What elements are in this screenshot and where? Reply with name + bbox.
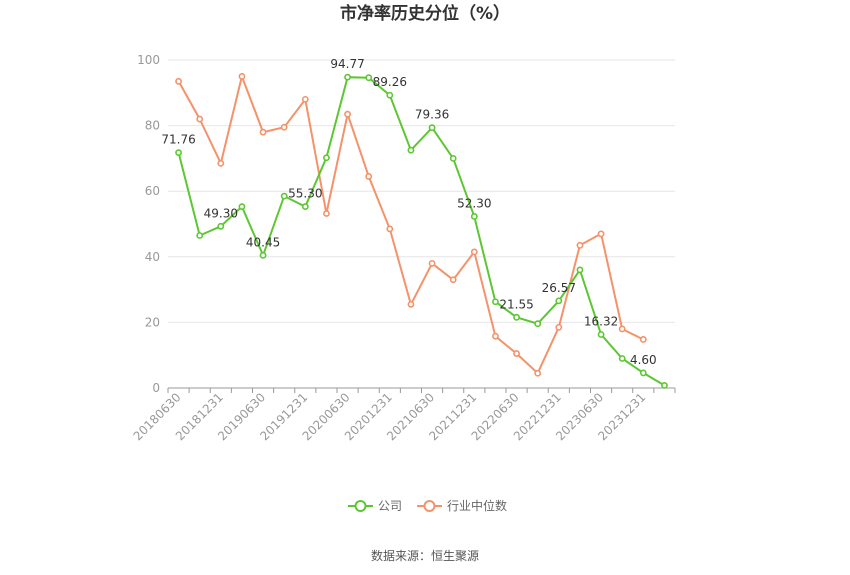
legend-label: 行业中位数 xyxy=(447,498,507,513)
y-axis: 0 20 40 60 80 100 xyxy=(137,53,160,395)
source-note: 数据来源：恒生聚源 xyxy=(371,548,479,563)
data-point[interactable] xyxy=(238,73,246,80)
data-point[interactable] xyxy=(492,332,499,340)
data-point[interactable] xyxy=(449,154,457,162)
data-label: 16.32 xyxy=(584,314,618,328)
data-point[interactable] xyxy=(597,230,605,238)
data-point[interactable] xyxy=(513,350,520,357)
y-tick-label: 40 xyxy=(145,250,160,264)
data-point[interactable] xyxy=(470,213,478,220)
data-point[interactable] xyxy=(301,203,309,211)
data-point[interactable] xyxy=(323,154,330,162)
data-point[interactable] xyxy=(534,320,542,328)
data-point[interactable] xyxy=(470,248,478,256)
chart-title: 市净率历史分位（%） xyxy=(340,3,510,24)
data-point[interactable] xyxy=(196,115,204,123)
y-tick-label: 100 xyxy=(137,53,160,67)
series-layer xyxy=(175,73,668,389)
data-point[interactable] xyxy=(407,146,415,154)
data-point[interactable] xyxy=(618,325,626,333)
data-point[interactable] xyxy=(576,266,584,274)
data-label: 55.30 xyxy=(288,187,322,201)
data-point[interactable] xyxy=(661,381,668,389)
data-point[interactable] xyxy=(280,192,288,200)
data-point[interactable] xyxy=(196,232,204,239)
data-point[interactable] xyxy=(534,369,542,377)
data-label: 71.76 xyxy=(161,133,195,147)
data-label: 79.36 xyxy=(415,108,449,122)
legend-marker xyxy=(354,500,367,512)
data-point[interactable] xyxy=(555,297,563,305)
x-axis: 2018063020181231201906302019123120200630… xyxy=(131,388,676,443)
data-point[interactable] xyxy=(238,203,246,211)
data-label: 49.30 xyxy=(204,206,238,220)
data-point[interactable] xyxy=(365,74,373,82)
data-point[interactable] xyxy=(492,298,499,306)
data-point[interactable] xyxy=(323,210,330,217)
data-point[interactable] xyxy=(597,331,605,338)
data-point[interactable] xyxy=(428,124,436,132)
data-point[interactable] xyxy=(280,123,288,131)
legend[interactable]: 公司 行业中位数 xyxy=(348,498,507,513)
data-point[interactable] xyxy=(555,323,563,331)
y-tick-label: 80 xyxy=(145,119,160,133)
data-point[interactable] xyxy=(639,369,647,377)
y-tick-label: 20 xyxy=(145,315,160,329)
data-point[interactable] xyxy=(386,225,394,233)
legend-marker xyxy=(423,500,436,512)
data-point[interactable] xyxy=(576,241,584,249)
data-point[interactable] xyxy=(407,300,415,308)
data-point[interactable] xyxy=(175,149,182,157)
data-point[interactable] xyxy=(217,159,225,167)
data-point[interactable] xyxy=(513,313,520,321)
data-label: 89.26 xyxy=(373,75,407,89)
data-point[interactable] xyxy=(259,128,267,136)
data-label: 40.45 xyxy=(246,235,280,249)
legend-item-0[interactable]: 公司 xyxy=(348,499,402,513)
data-label: 21.55 xyxy=(499,297,533,311)
data-point[interactable] xyxy=(386,91,394,99)
legend-label: 公司 xyxy=(378,499,402,513)
data-point[interactable] xyxy=(259,251,267,259)
data-label: 52.30 xyxy=(457,196,491,210)
data-label: 4.60 xyxy=(630,353,657,367)
data-point[interactable] xyxy=(428,259,436,267)
data-point[interactable] xyxy=(344,73,351,81)
data-point[interactable] xyxy=(175,77,182,85)
data-label: 26.57 xyxy=(542,281,576,295)
data-labels: 71.76 49.30 40.45 55.30 94.77 89.26 79.36 52.30… xyxy=(161,57,656,367)
data-point[interactable] xyxy=(301,95,309,103)
series-line-1 xyxy=(177,73,644,375)
y-tick-label: 60 xyxy=(145,184,160,198)
y-tick-label: 0 xyxy=(152,381,160,395)
series-line-0 xyxy=(177,76,665,387)
legend-item-1[interactable]: 行业中位数 xyxy=(417,498,507,513)
data-point[interactable] xyxy=(365,173,373,180)
data-point[interactable] xyxy=(449,276,457,284)
data-point[interactable] xyxy=(639,336,647,343)
data-point[interactable] xyxy=(618,355,626,362)
data-point[interactable] xyxy=(344,110,351,118)
data-point[interactable] xyxy=(217,222,225,230)
data-label: 94.77 xyxy=(330,57,364,71)
